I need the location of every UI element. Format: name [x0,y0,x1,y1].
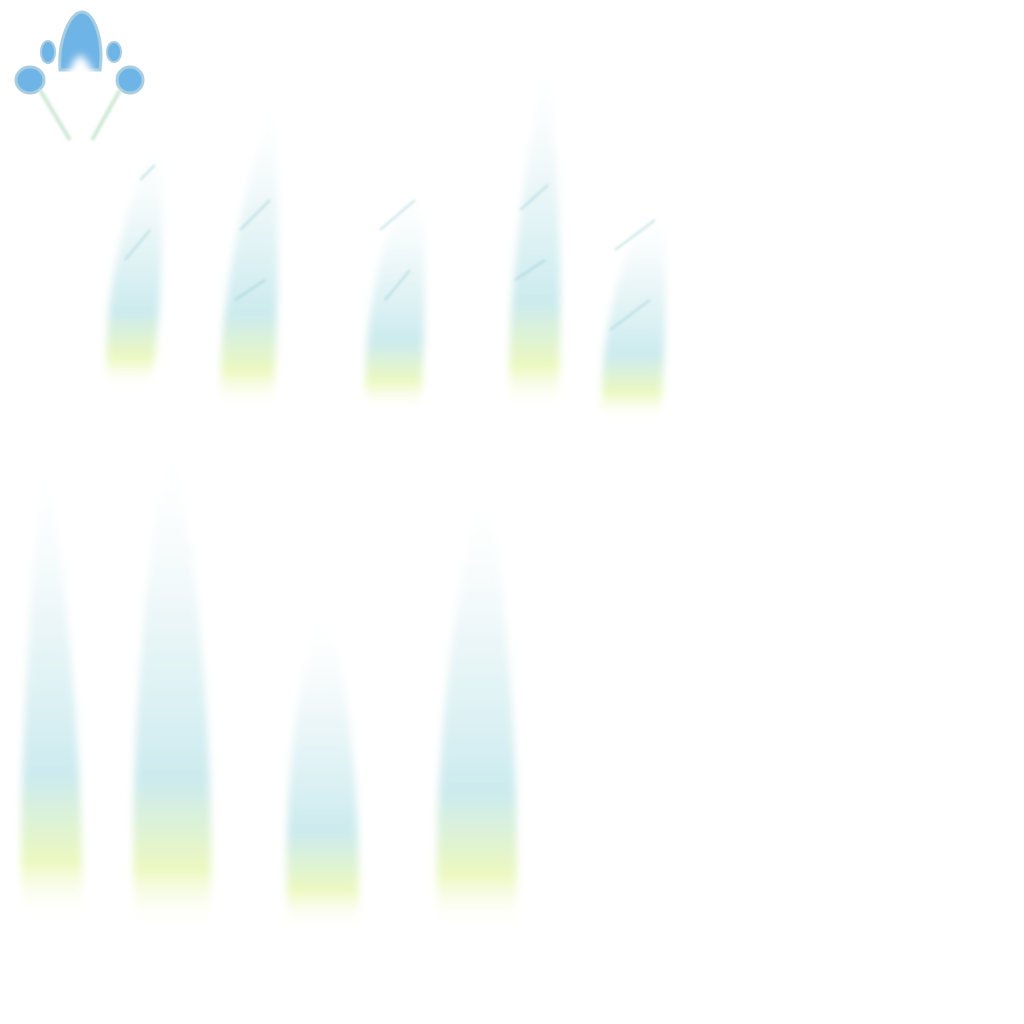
ice-shard [365,180,425,410]
crown-drops-icon [14,10,145,150]
ice-shard [286,600,359,930]
ice-shard [106,130,162,390]
ice-shard [601,200,666,420]
shard-row-1 [106,50,666,420]
shard-row-2 [21,430,517,930]
ice-shard [133,430,212,930]
ice-shard [509,50,561,410]
ice-shard [436,470,517,930]
shard-streaks [124,164,656,331]
ice-shard [21,440,83,920]
ice-shard [220,90,278,410]
